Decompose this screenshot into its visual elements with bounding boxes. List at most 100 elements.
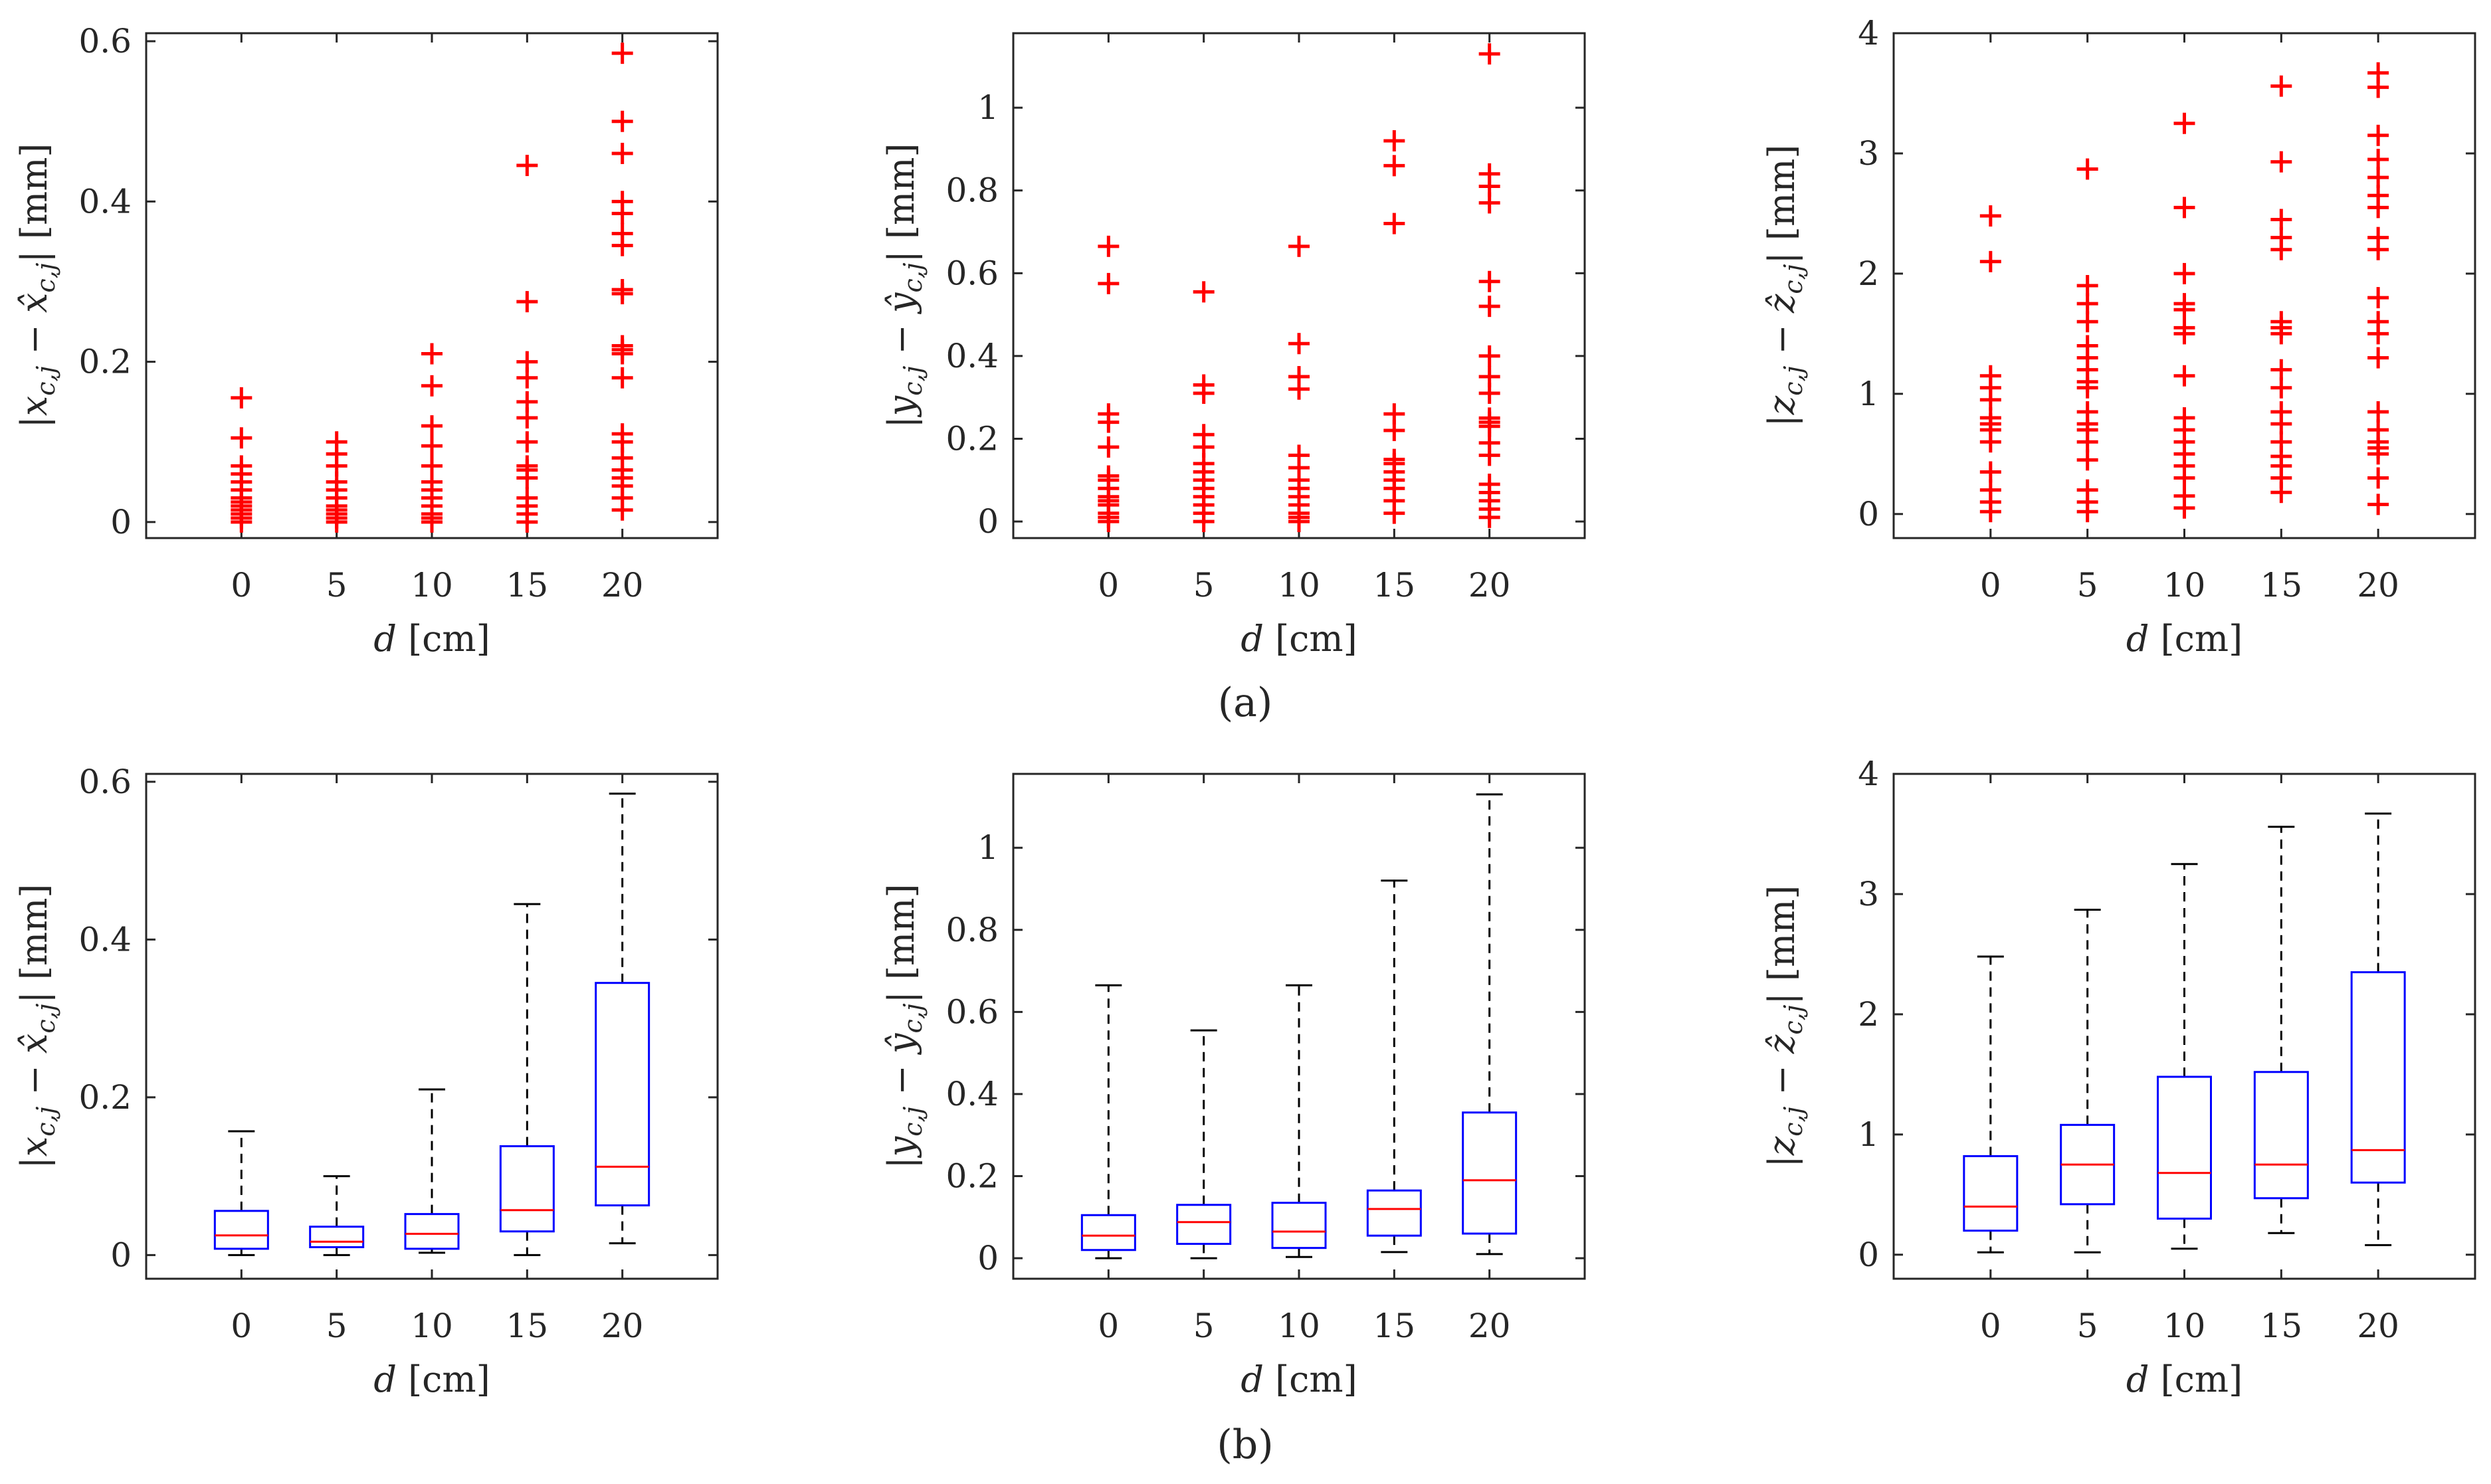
outlier-marker [2173, 317, 2195, 339]
box-10 [2157, 863, 2212, 1250]
x-tick-label: 5 [2077, 566, 2098, 604]
outlier-marker [1478, 366, 1500, 388]
outlier-marker [2270, 209, 2292, 231]
x-axis-label: d [cm] [2126, 618, 2242, 660]
outlier-marker [2173, 485, 2195, 507]
x-tick-label: 5 [2077, 1307, 2098, 1345]
outlier-marker [1383, 448, 1405, 470]
outlier-marker [1383, 403, 1405, 425]
box-iqr [1462, 1111, 1518, 1235]
box-15 [1366, 880, 1422, 1253]
y-tick-label: 0 [1858, 495, 1879, 533]
outlier-marker [231, 427, 252, 449]
box-iqr [2157, 1075, 2212, 1220]
subplot-a-3: 0 1 2 3 4 0 5 10 15 20 d [cm] |zc,j − ẑc,j| [mm] [1761, 14, 2476, 660]
y-tick-label: 0.6 [946, 992, 999, 1031]
subplot-a-2: 00.20.40.60.810 5 10 15 20d [cm]|yc,j − ŷc,j… [880, 32, 1586, 660]
outlier-marker [516, 155, 538, 177]
y-axis-label: |zc,j − ẑc,j| [mm] [1761, 885, 1808, 1168]
outlier-marker [2076, 293, 2098, 315]
outlier-marker [421, 375, 443, 397]
outlier-marker [1193, 281, 1215, 303]
box-iqr [1271, 1202, 1327, 1250]
box-iqr [1963, 1155, 2019, 1232]
x-tick-label: 0 [231, 566, 252, 604]
x-tick-label: 20 [601, 566, 644, 604]
outlier-marker [1288, 444, 1310, 466]
x-tick-label: 15 [1373, 1307, 1416, 1345]
box-5 [1176, 1029, 1232, 1259]
box-20 [2350, 812, 2406, 1246]
outlier-marker [2270, 401, 2292, 422]
outlier-marker [516, 351, 538, 373]
y-axis-label: |zc,j − ẑc,j| [mm] [1761, 145, 1808, 427]
outlier-marker [2367, 311, 2389, 333]
x-axis-label: d [cm] [1241, 618, 1357, 660]
outlier-marker [516, 487, 538, 509]
box-5 [309, 1175, 365, 1256]
outlier-marker [1098, 465, 1120, 487]
outlier-marker [231, 455, 252, 477]
outlier-marker [516, 455, 538, 477]
outlier-marker [421, 343, 443, 365]
y-tick-label: 0.6 [946, 254, 999, 292]
outlier-marker [421, 415, 443, 437]
y-tick-label: 4 [1858, 14, 1879, 52]
outlier-marker [611, 142, 633, 164]
y-axis-label: |yc,j − ŷc,j| [mm] [880, 883, 928, 1168]
outlier-marker [2270, 359, 2292, 381]
box-0 [1963, 955, 2019, 1253]
box-iqr [309, 1226, 365, 1248]
box-iqr [1176, 1204, 1232, 1245]
outlier-marker [1979, 461, 2001, 483]
outlier-marker [2173, 365, 2195, 387]
outlier-marker [2367, 419, 2389, 441]
x-tick-label: 20 [2357, 1307, 2399, 1345]
outlier-marker [2270, 377, 2292, 399]
outlier-marker [611, 110, 633, 132]
box-iqr [595, 982, 650, 1207]
outlier-marker [2076, 449, 2098, 471]
outlier-marker [421, 435, 443, 457]
box-15 [2253, 826, 2309, 1234]
outlier-marker [1979, 479, 2001, 501]
x-tick-label: 0 [231, 1307, 252, 1345]
x-tick-label: 0 [1098, 1307, 1119, 1345]
outlier-marker [421, 455, 443, 477]
outlier-marker [1193, 374, 1215, 396]
y-tick-label: 0.4 [78, 182, 132, 221]
box-iqr [1366, 1189, 1422, 1237]
y-tick-label: 2 [1858, 995, 1879, 1034]
outlier-marker [2367, 167, 2389, 189]
y-tick-label: 1 [977, 828, 999, 867]
x-tick-label: 0 [1980, 566, 2001, 604]
outlier-marker [2367, 185, 2389, 207]
x-tick-label: 5 [1193, 1307, 1215, 1345]
outlier-marker [1478, 43, 1500, 65]
outlier-marker [611, 367, 633, 389]
outlier-marker [2270, 151, 2292, 173]
x-tick-label: 20 [1468, 566, 1511, 604]
outlier-marker [611, 335, 633, 357]
outlier-marker [2367, 401, 2389, 422]
y-tick-label: 1 [977, 88, 999, 127]
box-iqr [1080, 1214, 1136, 1252]
outlier-marker [2367, 467, 2389, 489]
box-5 [2060, 908, 2116, 1253]
x-axis-label: d [cm] [373, 618, 490, 660]
outlier-marker [611, 191, 633, 213]
x-axis-label: d [cm] [1241, 1358, 1357, 1400]
box-20 [1462, 793, 1518, 1255]
outlier-marker [1478, 296, 1500, 318]
outlier-marker [326, 431, 348, 453]
y-tick-label: 0.4 [946, 1075, 999, 1113]
outlier-marker [1478, 270, 1500, 292]
outlier-marker [2367, 124, 2389, 146]
outlier-marker [2173, 112, 2195, 134]
x-tick-label: 15 [1373, 566, 1416, 604]
y-tick-label: 0.6 [78, 763, 132, 801]
x-tick-label: 20 [601, 1307, 644, 1345]
outlier-marker [1478, 407, 1500, 429]
outlier-marker [2173, 197, 2195, 219]
